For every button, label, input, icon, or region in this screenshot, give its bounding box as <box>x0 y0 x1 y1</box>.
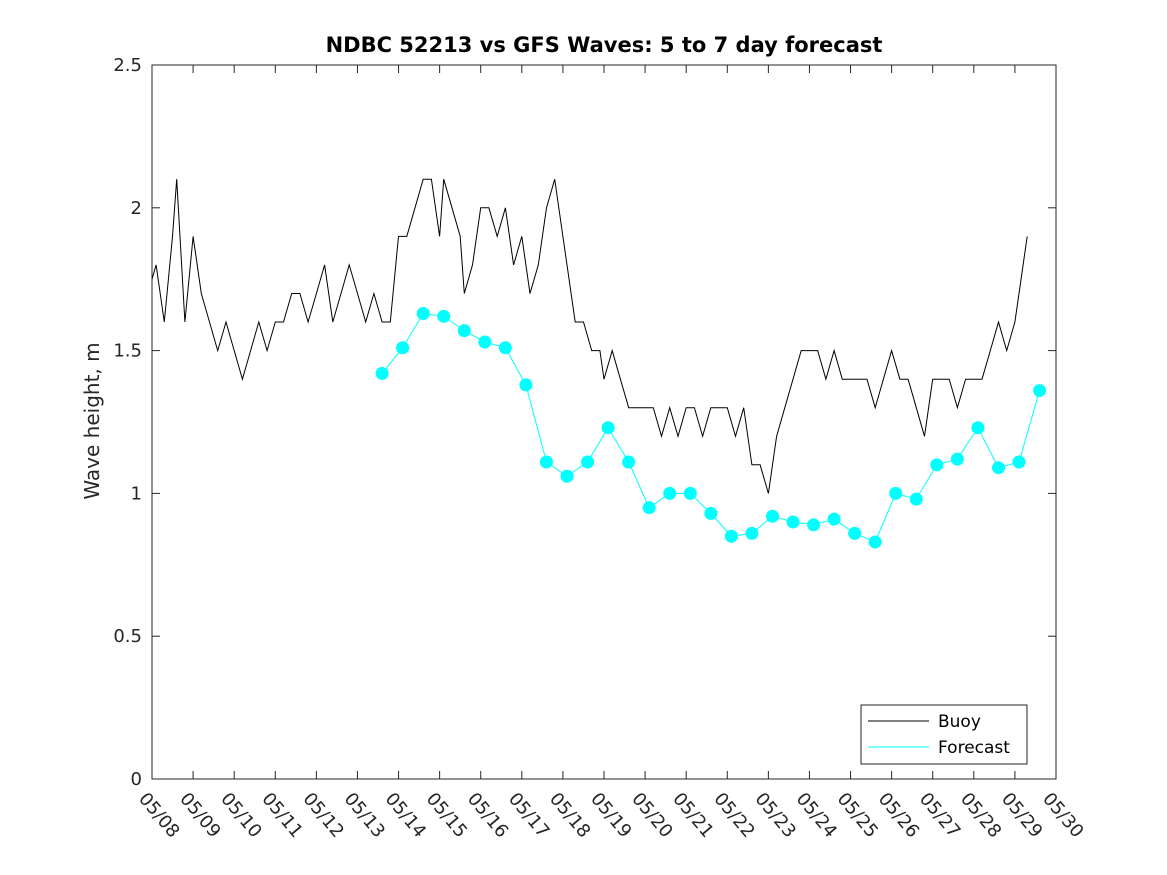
forecast-point <box>478 335 492 349</box>
series-layer <box>152 178 1047 549</box>
forecast-point <box>724 529 738 543</box>
forecast-point <box>375 366 389 380</box>
forecast-point <box>1012 455 1026 469</box>
y-tick-label: 0 <box>131 769 142 790</box>
forecast-point <box>683 486 697 500</box>
legend-box <box>860 704 1028 765</box>
forecast-point <box>807 518 821 532</box>
forecast-point <box>848 526 862 540</box>
forecast-point <box>519 378 533 392</box>
series-line-buoy <box>152 178 1028 494</box>
forecast-point <box>889 486 903 500</box>
forecast-point <box>704 506 718 520</box>
forecast-point <box>396 341 410 355</box>
forecast-point <box>642 501 656 515</box>
legend-label-forecast: Forecast <box>938 738 1010 758</box>
forecast-point <box>581 455 595 469</box>
forecast-point <box>991 461 1005 475</box>
forecast-point <box>663 486 677 500</box>
forecast-point <box>950 452 964 466</box>
forecast-point <box>622 455 636 469</box>
forecast-point <box>827 512 841 526</box>
forecast-point <box>971 421 985 435</box>
forecast-point <box>786 515 800 529</box>
forecast-point <box>437 309 451 323</box>
forecast-point <box>539 455 553 469</box>
forecast-point <box>909 492 923 506</box>
plot-area: 00.511.522.5 05/0805/0905/1005/1105/1205… <box>113 55 1087 842</box>
forecast-point <box>930 458 944 472</box>
forecast-point <box>457 324 471 338</box>
forecast-point <box>745 526 759 540</box>
legend-label-buoy: Buoy <box>938 712 981 732</box>
forecast-point <box>1033 384 1047 398</box>
forecast-point <box>416 306 430 320</box>
legend: Buoy Forecast <box>860 704 1028 765</box>
plot-box <box>151 64 1057 780</box>
y-axis-ticks: 0 0.5 1 1.5 2 2.5 <box>113 55 1056 790</box>
y-axis-label: Wave height, m <box>80 342 104 499</box>
chart-title: NDBC 52213 vs GFS Waves: 5 to 7 day fore… <box>326 33 883 57</box>
forecast-point <box>498 341 512 355</box>
forecast-point <box>765 509 779 523</box>
forecast-point <box>601 421 615 435</box>
y-tick-label: 1 <box>131 483 142 504</box>
forecast-point <box>868 535 882 549</box>
y-tick-label: 2.5 <box>113 55 142 76</box>
forecast-point <box>560 469 574 483</box>
y-tick-label: 1.5 <box>113 341 142 362</box>
y-tick-label: 0.5 <box>113 626 142 647</box>
y-tick-label: 2 <box>131 198 142 219</box>
